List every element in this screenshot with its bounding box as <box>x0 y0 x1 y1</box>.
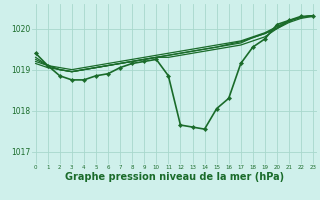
X-axis label: Graphe pression niveau de la mer (hPa): Graphe pression niveau de la mer (hPa) <box>65 172 284 182</box>
